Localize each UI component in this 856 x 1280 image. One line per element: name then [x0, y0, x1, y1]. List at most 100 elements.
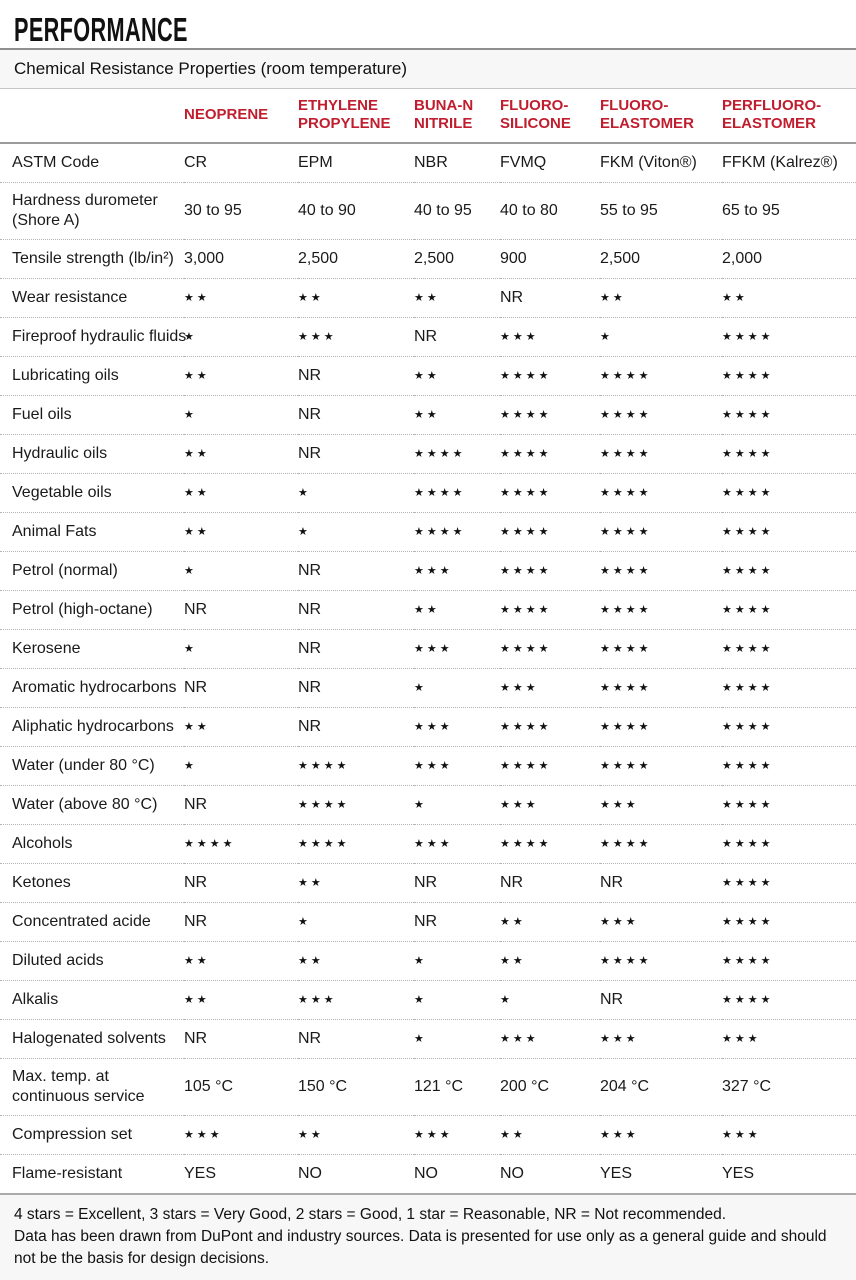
value-cell: NBR	[414, 143, 500, 183]
value-cell: ★★★★	[722, 863, 856, 903]
header-row: NEOPRENE ETHYLENE PROPYLENE BUNA-N NITRILE…	[0, 89, 856, 144]
row-label: Alkalis	[0, 980, 184, 1020]
value-cell: ★★★	[600, 785, 722, 825]
row-label: Hydraulic oils	[0, 434, 184, 474]
row-label: Wear resistance	[0, 278, 184, 318]
value-cell: ★★★★	[722, 980, 856, 1020]
page-title: PERFORMANCE	[14, 10, 188, 49]
value-cell: NR	[298, 1019, 414, 1059]
value-cell: 200 °C	[500, 1058, 600, 1116]
value-cell: ★★★★	[600, 551, 722, 591]
value-cell: ★★★★	[500, 434, 600, 474]
value-cell: YES	[722, 1164, 755, 1182]
value-cell: NR	[500, 278, 600, 318]
row-label: Kerosene	[0, 629, 184, 669]
value-cell: ★★	[184, 707, 298, 747]
value-cell: ★★★★	[722, 902, 856, 942]
row-label: Diluted acids	[0, 941, 184, 981]
value-cell: NO	[298, 1164, 322, 1182]
value-cell: 105 °C	[184, 1058, 298, 1116]
value-cell: ★★★	[600, 902, 722, 942]
value-cell: ★★★	[414, 551, 500, 591]
value-cell: ★★★★	[600, 629, 722, 669]
row-label: Aliphatic hydrocarbons	[0, 707, 184, 747]
value-cell: NR	[600, 863, 722, 903]
value-cell: NR	[298, 590, 414, 630]
value-cell: ★★	[184, 512, 298, 552]
value-cell: ★★★	[600, 1019, 722, 1059]
value-cell: ★★★★	[298, 785, 414, 825]
row-label: Lubricating oils	[0, 356, 184, 396]
value-cell: ★★★★	[600, 746, 722, 786]
value-cell: ★	[298, 473, 414, 513]
value-cell: EPM	[298, 143, 414, 183]
value-cell: 900	[500, 239, 600, 279]
value-cell: NR	[298, 707, 414, 747]
table-row: Wear resistance ★★ ★★ ★★ NR ★★ ★★	[0, 278, 856, 318]
table-row: Compression set ★★★ ★★ ★★★ ★★ ★★★ ★★★	[0, 1115, 856, 1155]
table-row: Hydraulic oils ★★ NR ★★★★ ★★★★ ★★★★ ★★★★	[0, 434, 856, 474]
table-row: Petrol (high-octane) NR NR ★★ ★★★★ ★★★★ ★★★★	[0, 590, 856, 630]
value-cell: ★★★★	[722, 473, 856, 513]
column-header: NEOPRENE	[184, 89, 298, 144]
row-label: Max. temp. at continuous service	[0, 1058, 184, 1116]
table-row: Fuel oils ★ NR ★★ ★★★★ ★★★★ ★★★★	[0, 395, 856, 435]
value-cell: NR	[184, 785, 298, 825]
value-cell: ★★	[298, 1115, 414, 1155]
table-row: Alcohols ★★★★ ★★★★ ★★★ ★★★★ ★★★★ ★★★★	[0, 824, 856, 864]
value-cell: ★	[298, 902, 414, 942]
value-cell: ★★★★	[722, 512, 856, 552]
value-cell: ★★★★	[600, 356, 722, 396]
value-cell: ★	[184, 746, 298, 786]
value-cell: ★★	[414, 356, 500, 396]
table-row: Aliphatic hydrocarbons ★★ NR ★★★ ★★★★ ★★★★ ★★★…	[0, 707, 856, 747]
value-cell: FVMQ	[500, 143, 600, 183]
value-cell: ★★★★	[722, 590, 856, 630]
value-cell: ★	[184, 395, 298, 435]
value-cell: NR	[500, 863, 600, 903]
column-header: FLUORO- ELASTOMER	[600, 89, 722, 144]
value-cell: ★★★★	[500, 746, 600, 786]
value-cell: ★★★★	[500, 629, 600, 669]
value-cell: ★★★★	[600, 512, 722, 552]
value-cell: ★★★	[500, 317, 600, 357]
value-cell: 3,000	[184, 239, 298, 279]
row-label: Ketones	[0, 863, 184, 903]
value-cell: ★★★★	[722, 434, 856, 474]
value-cell: NO	[500, 1164, 524, 1182]
value-cell: ★	[414, 1019, 500, 1059]
value-cell: ★★	[184, 278, 298, 318]
value-cell: 327 °C	[722, 1058, 856, 1116]
value-cell: NR	[298, 551, 414, 591]
value-cell: ★★★★	[184, 824, 298, 864]
value-cell: NR	[184, 863, 298, 903]
value-cell: ★	[600, 317, 722, 357]
table-row: Diluted acids ★★ ★★ ★ ★★ ★★★★ ★★★★	[0, 941, 856, 981]
table-header: NEOPRENE ETHYLENE PROPYLENE BUNA-N NITRILE…	[0, 89, 856, 144]
value-cell: ★★★★	[500, 707, 600, 747]
row-label: Petrol (normal)	[0, 551, 184, 591]
value-cell: ★★★★	[414, 473, 500, 513]
value-cell: ★★★★	[298, 746, 414, 786]
value-cell: ★★★★	[500, 551, 600, 591]
corner-cell	[0, 89, 184, 144]
value-cell: 40 to 90	[298, 182, 414, 240]
value-cell: YES	[184, 1164, 217, 1182]
value-cell: ★★★★	[600, 590, 722, 630]
value-cell: 150 °C	[298, 1058, 414, 1116]
value-cell: ★★★★	[500, 356, 600, 396]
row-label: Compression set	[0, 1115, 184, 1155]
row-label: Water (above 80 °C)	[0, 785, 184, 825]
value-cell: NR	[414, 863, 500, 903]
value-cell: ★★★★	[722, 668, 856, 708]
value-cell: ★★★★	[722, 785, 856, 825]
value-cell: NR	[298, 668, 414, 708]
value-cell: ★★★★	[600, 668, 722, 708]
value-cell: ★	[184, 551, 298, 591]
column-header: BUNA-N NITRILE	[414, 89, 500, 144]
column-header: ETHYLENE PROPYLENE	[298, 89, 414, 144]
row-label: Concentrated acide	[0, 902, 184, 942]
value-cell: ★★	[722, 278, 856, 318]
table-row: Water (under 80 °C) ★ ★★★★ ★★★ ★★★★ ★★★★ ★★★★	[0, 746, 856, 786]
